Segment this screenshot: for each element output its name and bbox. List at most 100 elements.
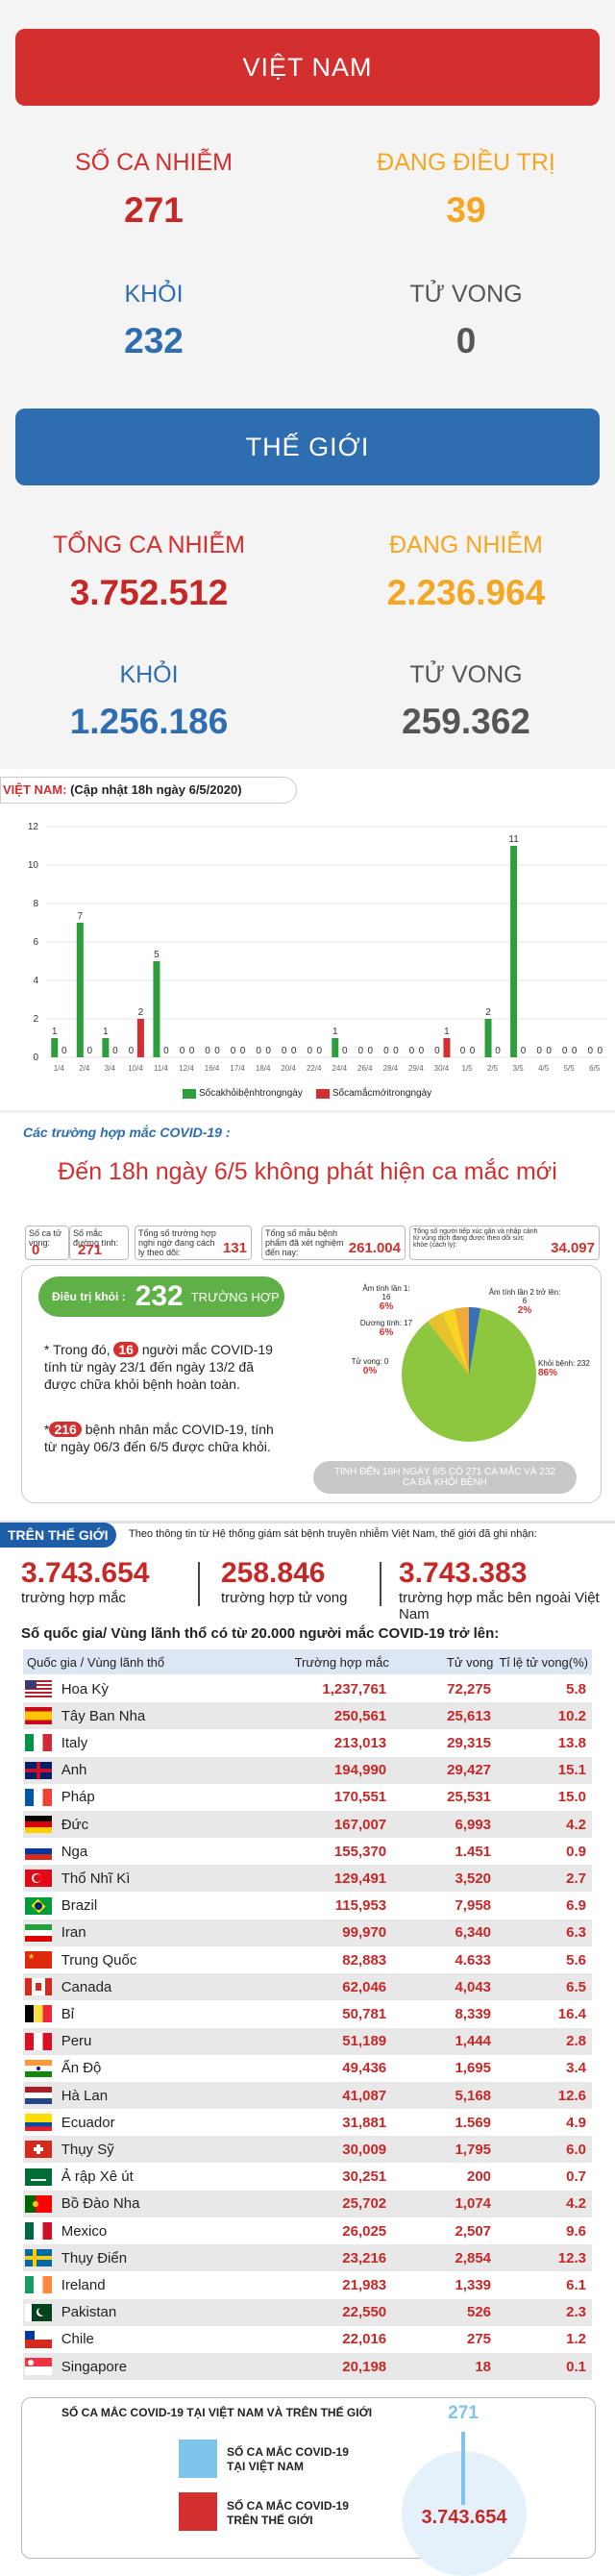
pie-label-cured-value: 86% [538,1368,558,1378]
bar-data-label: 0 [291,1046,297,1056]
country-name: Canada [61,1978,112,1995]
flag-icon [25,2303,52,2321]
comparison-vn-label-1: SỐ CA MẮC COVID-19 [227,2445,349,2459]
bar-data-label: 0 [163,1046,169,1056]
bar-new-cases [136,1019,144,1057]
chart-x-tick-label: 11/4 [154,1064,169,1073]
country-name: Ecuador [61,2114,115,2131]
vn-recovered-value: 232 [124,321,184,360]
comparison-title: SỐ CA MẮC COVID-19 TẠI VIỆT NAM VÀ TRÊN … [62,2406,373,2419]
bar-data-label: 0 [470,1046,476,1056]
country-deaths: 6,993 [455,1816,492,1833]
country-rate: 4.2 [566,1816,586,1833]
country-name: Brazil [61,1897,98,1915]
flag-icon [25,1978,52,1996]
bar-data-label: 0 [358,1046,364,1056]
country-deaths: 72,275 [447,1680,492,1697]
flag-icon [25,2167,52,2186]
world-figure-cases-label: trường hợp mắc [21,1590,126,1606]
bar-data-label: 0 [460,1046,466,1056]
country-name: Trung Quốc [61,1951,137,1969]
bar-recovered [332,1038,339,1057]
bar-data-label: 1 [444,1027,450,1037]
flag-icon: ★ [25,1951,52,1969]
country-cases: 62,046 [342,1978,387,1995]
bar-data-label: 0 [597,1046,603,1056]
bar-recovered [153,961,160,1057]
table-row: Đức 167,007 6,993 4.2 [23,1811,592,1838]
table-row: Ecuador 31,881 1.569 4.9 [23,2109,592,2136]
bar-data-label: 11 [508,834,519,845]
pie-slice-positive [442,1309,469,1375]
country-deaths: 2,854 [455,2249,492,2266]
table-row: Thụy Điển 23,216 2,854 12.3 [23,2244,592,2272]
country-cases: 50,781 [342,2005,387,2022]
info-heading: Các trường hợp mắc COVID-19 : [23,1125,231,1140]
bar-recovered [51,1038,59,1057]
country-name: Tây Ban Nha [61,1707,146,1724]
country-rate: 2.7 [566,1870,586,1887]
flag-icon [25,2114,52,2132]
legend-recovered-label: Sốcakhỏibệnhtrongngày [199,1088,303,1099]
comparison-vn-line [461,2432,465,2505]
country-cases: 170,551 [333,1789,387,1806]
country-rate: 12.3 [557,2249,586,2266]
country-rate: 15.1 [557,1762,586,1779]
pie-label-positive-value: 6% [379,1327,394,1338]
country-rate: 0.9 [566,1843,586,1860]
stat-box-deaths-label: Số ca tử vong: [29,1228,62,1248]
flag-icon [25,1788,52,1806]
bar-data-label: 1 [332,1027,338,1037]
country-cases: 82,883 [342,1951,387,1969]
flag-icon [25,1707,52,1725]
pie-label-deaths-text: Tử vong: 0 [351,1357,389,1366]
stat-box-deaths: Số ca tử vong: 0 [25,1226,69,1260]
pie-label-cured: Khỏi bệnh: 232 86% [538,1359,596,1378]
note1-text: người mắc COVID-19 tính từ ngày 23/1 đến… [44,1342,273,1392]
bar-data-label: 2 [138,1007,144,1018]
country-deaths: 18 [475,2358,492,2375]
table-row: Hoa Kỳ 1,237,761 72,275 5.8 [23,1675,592,1702]
bar-data-label: 5 [154,950,160,960]
country-cases: 49,436 [342,2060,387,2077]
pie-label-negative-2: Âm tính lần 2 trở lên: 6 2% [486,1288,563,1316]
table-row: Italy 213,013 29,315 13.8 [23,1729,592,1756]
country-deaths: 4,043 [455,1978,492,1995]
table-row: Tây Ban Nha 250,561 25,613 10.2 [23,1702,592,1730]
note2-text: bệnh nhân mắc COVID-19, tính từ ngày 06/… [44,1422,274,1454]
chart-x-tick-label: 6/5 [589,1064,601,1073]
bar-data-label: 0 [383,1046,389,1056]
flag-icon [25,1843,52,1861]
country-rate: 6.1 [566,2276,586,2293]
country-deaths: 3,520 [455,1870,492,1887]
country-name: Peru [61,2033,92,2050]
country-cases: 30,251 [342,2168,387,2186]
table-header-country: Quốc gia / Vùng lãnh thổ [27,1654,165,1670]
country-rate: 5.6 [566,1951,586,1969]
vn-recovered-label: KHỎI [124,281,184,308]
vn-infected-value: 271 [124,190,184,230]
country-rate: 16.4 [557,2005,586,2022]
vietnam-banner: VIỆT NAM [15,29,600,106]
note2-prefix: * [44,1422,50,1437]
world-intro: Theo thông tin từ Hệ thống giám sát bệnh… [129,1528,537,1540]
table-row: Chile 22,016 275 1.2 [23,2326,592,2353]
bar-data-label: 0 [189,1046,195,1056]
country-deaths: 1,795 [455,2141,492,2158]
country-name: Hà Lan [61,2087,109,2104]
flag-icon [25,2059,52,2077]
flag-icon [25,2005,52,2023]
country-name: Thụy Điển [61,2249,128,2266]
comparison-world-value: 3.743.654 [421,2507,507,2528]
table-row: Hà Lan 41,087 5,168 12.6 [23,2082,592,2109]
bar-new-cases [443,1038,451,1057]
vn-deaths-value: 0 [455,321,477,360]
country-deaths: 275 [466,2331,492,2348]
bar-data-label: 0 [214,1046,220,1056]
table-row: Ấn Độ 49,436 1,695 3.4 [23,2055,592,2082]
chart-y-tick-label: 6 [33,937,38,948]
country-rate: 4.2 [566,2195,586,2213]
chart-x-tick-label: 10/4 [128,1064,143,1073]
world-active-label: ĐANG NHIỄM [389,532,543,558]
flag-icon [25,1680,52,1697]
